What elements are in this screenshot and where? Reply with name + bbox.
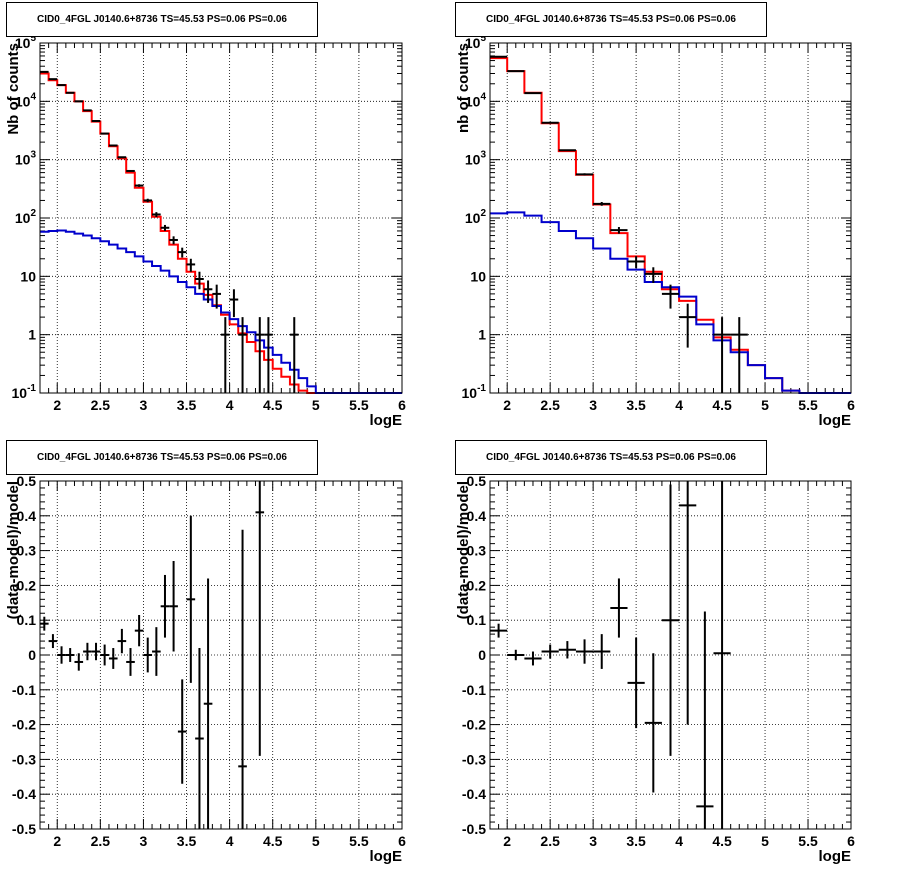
y-tick-label: 104	[465, 91, 487, 109]
x-tick-label: 4	[675, 833, 683, 849]
y-tick-label: -0.5	[462, 821, 486, 837]
x-tick-label: 3	[140, 833, 148, 849]
y-tick-label: 105	[15, 33, 37, 51]
y-tick-label: 10	[470, 268, 486, 284]
x-tick-label: 4.5	[263, 833, 283, 849]
x-tick-label: 4	[226, 833, 234, 849]
x-tick-label: 4	[675, 397, 683, 413]
y-tick-label: 103	[15, 150, 37, 168]
y-tick-label: 1	[478, 327, 486, 343]
y-tick-label: 102	[15, 208, 37, 226]
x-tick-label: 6	[398, 833, 406, 849]
x-tick-label: 5	[312, 397, 320, 413]
y-tick-label: -0.3	[462, 751, 486, 767]
y-tick-label: 10-1	[12, 383, 37, 401]
y-tick-label: -0.4	[12, 786, 36, 802]
plot-frame	[489, 42, 852, 394]
x-axis-label: logE	[370, 412, 403, 429]
x-tick-label: 2.5	[91, 397, 111, 413]
plot-frame	[39, 480, 403, 830]
panel-1: 2 2.5 3 3.5 4 4.5 5 5.5 6 10-1 1 10 102 103 104 105 logE…	[5, 33, 406, 429]
x-tick-label: 3.5	[177, 833, 197, 849]
panel-3: 2 2.5 3 3.5 4 4.5 5 5.5 6 -0.5 -0.4 -0.3 -0.2 -0.1 0 0.…	[5, 473, 406, 865]
x-tick-label: 2.5	[540, 397, 560, 413]
panel-title: CID0_4FGL J0140.6+8736 TS=45.53 PS=0.06 …	[455, 440, 767, 475]
x-tick-label: 6	[847, 397, 855, 413]
x-tick-label: 4.5	[712, 397, 732, 413]
plot-frame	[489, 480, 852, 830]
x-tick-label: 4	[226, 397, 234, 413]
y-tick-label: -0.2	[12, 717, 36, 733]
y-tick-label: -0.4	[462, 786, 486, 802]
y-tick-label: -0.1	[12, 682, 36, 698]
y-axis-label: Nb of counts	[5, 43, 22, 135]
y-tick-label: 103	[465, 150, 487, 168]
y-tick-label: 1	[28, 327, 36, 343]
x-axis-label: logE	[819, 848, 852, 865]
y-tick-label: 10-1	[462, 383, 487, 401]
y-tick-label: 0.4	[467, 508, 487, 524]
x-axis-label: logE	[819, 412, 852, 429]
x-tick-label: 2	[53, 397, 61, 413]
x-tick-label: 6	[398, 397, 406, 413]
x-tick-label: 2	[503, 397, 511, 413]
y-tick-label: -0.2	[462, 717, 486, 733]
x-tick-label: 2.5	[91, 833, 111, 849]
panel-4: 2 2.5 3 3.5 4 4.5 5 5.5 6 -0.5 -0.4 -0.3 -0.2 -0.1 0 0.…	[455, 473, 855, 865]
x-tick-label: 3.5	[626, 397, 646, 413]
x-tick-label: 3.5	[177, 397, 197, 413]
y-tick-label: 0.5	[17, 473, 37, 489]
y-tick-label: 0.1	[17, 612, 37, 628]
y-axis-label: (data-model)/model	[455, 481, 472, 619]
model-component-series	[490, 211, 851, 394]
y-tick-label: -0.3	[12, 751, 36, 767]
y-tick-label: 0	[478, 647, 486, 663]
y-tick-label: 104	[15, 91, 37, 109]
model-total-series	[490, 57, 851, 394]
x-tick-label: 5	[761, 833, 769, 849]
panel-2: 2 2.5 3 3.5 4 4.5 5 5.5 6 10-1 1 10 102 103 104 105 logE…	[455, 33, 855, 429]
x-tick-label: 4.5	[263, 397, 283, 413]
x-tick-label: 3	[589, 833, 597, 849]
x-tick-label: 5.5	[349, 833, 369, 849]
y-axis-label: nb of counts	[455, 43, 472, 133]
y-axis-label: (data-model)/model	[5, 481, 22, 619]
x-tick-label: 3.5	[626, 833, 646, 849]
x-tick-label: 2	[53, 833, 61, 849]
y-tick-label: 10	[20, 268, 36, 284]
y-tick-label: 105	[465, 33, 487, 51]
model-component-series	[40, 229, 402, 394]
y-tick-label: 102	[465, 208, 487, 226]
y-tick-label: 0.3	[467, 543, 487, 559]
y-tick-label: 0.2	[17, 577, 37, 593]
y-tick-label: 0.1	[467, 612, 487, 628]
x-tick-label: 5	[312, 833, 320, 849]
y-tick-label: 0.5	[467, 473, 487, 489]
y-tick-label: 0	[28, 647, 36, 663]
panel-title: CID0_4FGL J0140.6+8736 TS=45.53 PS=0.06 …	[455, 2, 767, 37]
y-tick-label: 0.2	[467, 577, 487, 593]
y-tick-label: 0.4	[17, 508, 37, 524]
x-tick-label: 5.5	[798, 397, 818, 413]
panel-title: CID0_4FGL J0140.6+8736 TS=45.53 PS=0.06 …	[6, 440, 318, 475]
x-tick-label: 3	[140, 397, 148, 413]
y-tick-label: 0.3	[17, 543, 37, 559]
y-tick-label: -0.1	[462, 682, 486, 698]
x-tick-label: 5.5	[798, 833, 818, 849]
panel-title: CID0_4FGL J0140.6+8736 TS=45.53 PS=0.06 …	[6, 2, 318, 37]
x-tick-label: 2	[503, 833, 511, 849]
x-tick-label: 2.5	[540, 833, 560, 849]
x-tick-label: 5.5	[349, 397, 369, 413]
plot-frame	[39, 42, 403, 394]
x-tick-label: 6	[847, 833, 855, 849]
x-axis-label: logE	[370, 848, 403, 865]
x-tick-label: 4.5	[712, 833, 732, 849]
x-tick-label: 3	[589, 397, 597, 413]
y-tick-label: -0.5	[12, 821, 36, 837]
x-tick-label: 5	[761, 397, 769, 413]
